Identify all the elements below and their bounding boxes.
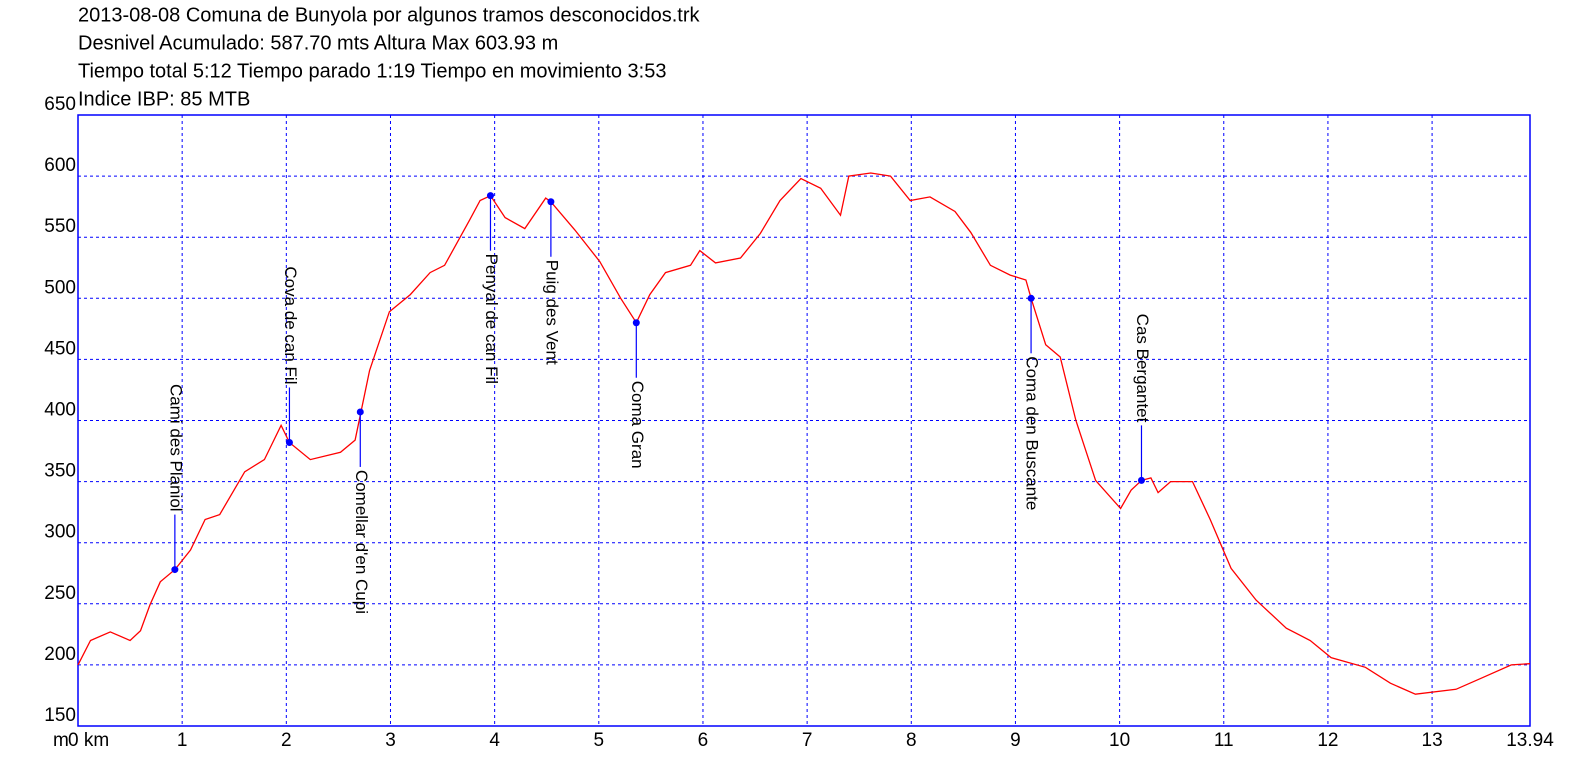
plot-frame [77, 114, 1531, 727]
x-tick-label: 12 [1317, 730, 1338, 751]
elevation-line [77, 172, 1531, 695]
waypoint [1137, 476, 1145, 484]
y-tick-label: 300 [44, 522, 76, 543]
x-tick-label: 1 [177, 730, 188, 751]
waypoint [547, 198, 555, 206]
y-tick-label: 650 [44, 94, 76, 115]
y-tick-label: 350 [44, 461, 76, 482]
y-tick-label: 400 [44, 400, 76, 421]
x-tick-label: 13 [1422, 730, 1443, 751]
waypoint-label: Penyal de can Fil [482, 254, 501, 384]
subtitle: Tiempo total 5:12 Tiempo parado 1:19 Tie… [78, 60, 667, 82]
waypoint-label: Cas Bergantet [1133, 314, 1152, 423]
y-tick-label: 150 [44, 705, 76, 726]
waypoint [1027, 294, 1035, 302]
x-tick-label: 2 [281, 730, 292, 751]
waypoint [285, 438, 293, 446]
x-tick-label: 10 [1109, 730, 1130, 751]
x-tick-label: 11 [1214, 730, 1234, 751]
x-tick-label: 7 [802, 730, 813, 751]
waypoint [632, 319, 640, 327]
waypoint-label: Puig des Vent [542, 260, 561, 365]
y-tick-label: 550 [44, 216, 76, 237]
x-tick-label: 0 km [68, 730, 109, 751]
x-tick-label: 13.94 [1506, 730, 1554, 751]
x-tick-label: 9 [1010, 730, 1021, 751]
waypoint-label: Cova de can Fil [281, 266, 300, 384]
waypoint-label: Cami des Planiol [166, 384, 185, 512]
waypoint-label: Coma den Buscante [1023, 356, 1042, 510]
x-tick-label: 6 [698, 730, 709, 751]
y-tick-label: 450 [44, 338, 76, 359]
waypoint-label: Comellar d'en Cupi [352, 470, 371, 614]
x-tick-label: 8 [906, 730, 917, 751]
waypoint [171, 566, 179, 574]
x-tick-label: 5 [594, 730, 605, 751]
subtitle: Indice IBP: 85 MTB [78, 88, 250, 110]
waypoint [356, 408, 364, 416]
y-tick-label: 250 [44, 583, 76, 604]
y-tick-label: 200 [44, 644, 76, 665]
x-tick-label: 4 [489, 730, 500, 751]
y-unit: m [53, 730, 69, 751]
y-tick-label: 600 [44, 155, 76, 176]
waypoint [486, 192, 494, 200]
y-tick-label: 500 [44, 277, 76, 298]
chart-title: 2013-08-08 Comuna de Bunyola por algunos… [78, 4, 700, 26]
waypoint-label: Coma Gran [628, 381, 647, 469]
subtitle: Desnivel Acumulado: 587.70 mts Altura Ma… [78, 32, 558, 54]
x-tick-label: 3 [385, 730, 396, 751]
